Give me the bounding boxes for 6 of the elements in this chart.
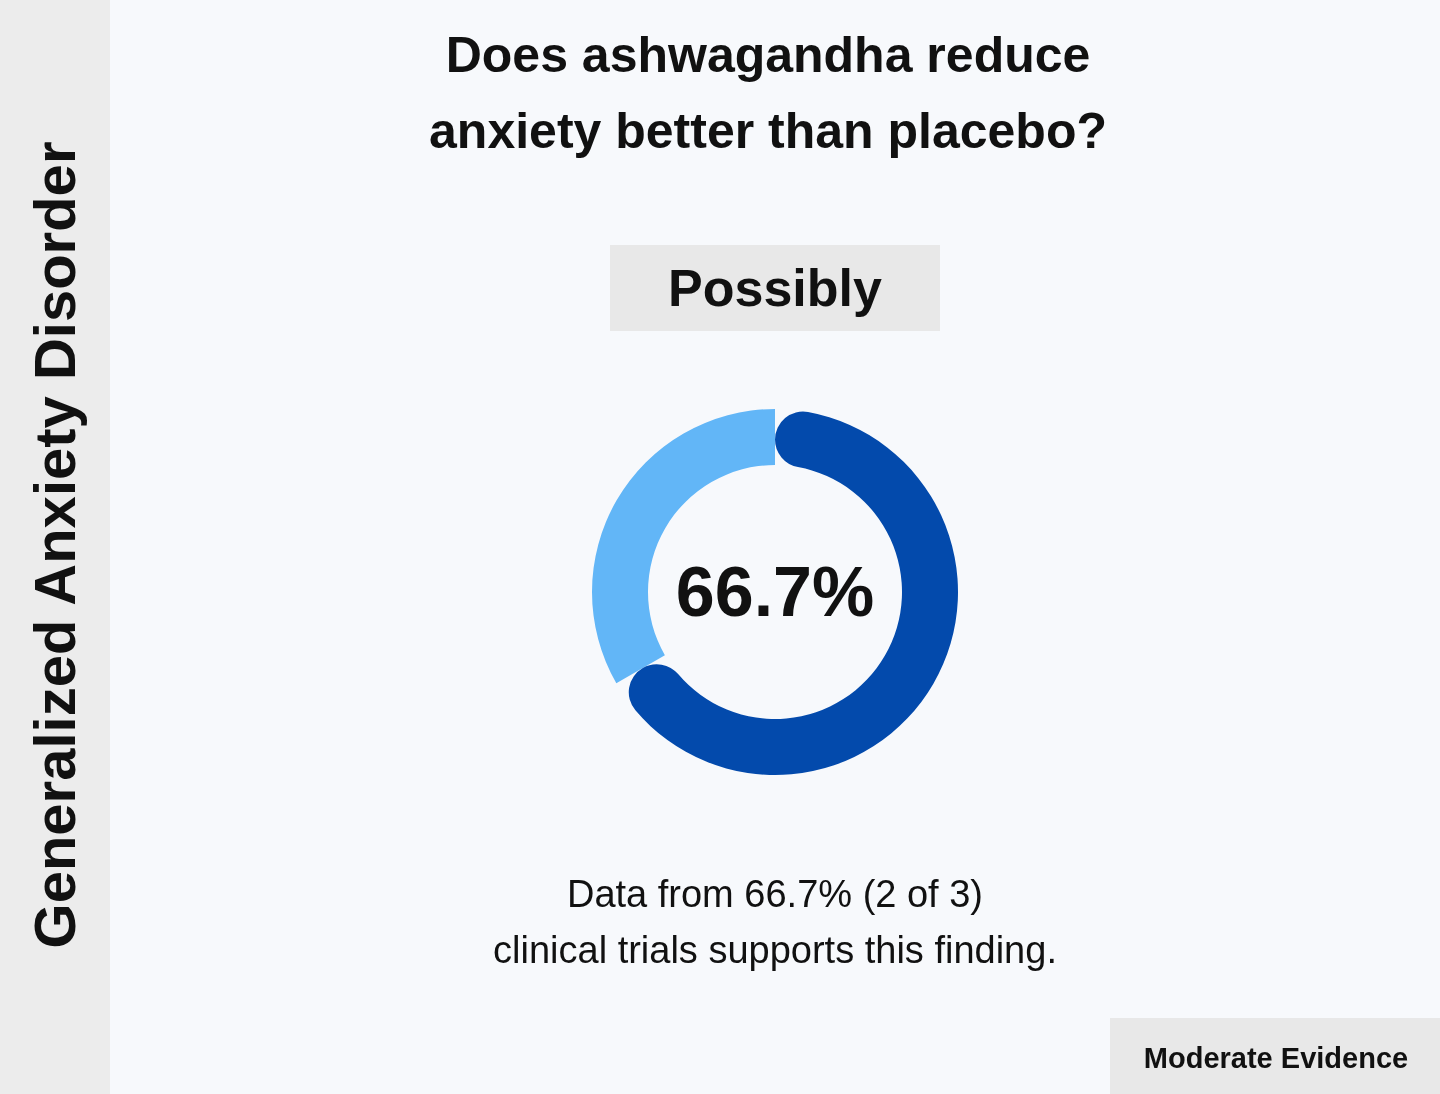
text: Data from 66.7% (2 of 3) clinical trials supports this finding. bbox=[493, 873, 1057, 971]
chart-title: Does ashwagandha reduce anxiety better than placebo? bbox=[429, 27, 1107, 159]
text: Generalized Anxiety Disorder bbox=[22, 141, 87, 949]
text: Moderate Evidence bbox=[1143, 1042, 1409, 1074]
data-label: 66.7% bbox=[675, 553, 875, 631]
chart-subtitle: Possibly bbox=[668, 259, 883, 317]
